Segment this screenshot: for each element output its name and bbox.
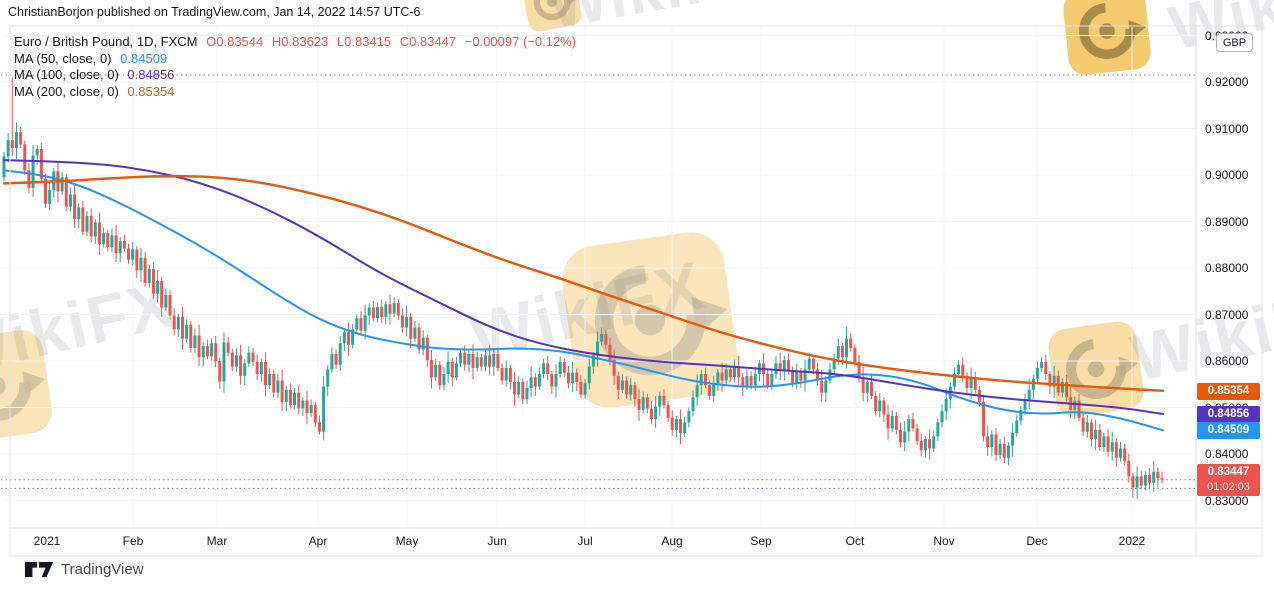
price-tick-label: 0.89000 (1205, 214, 1249, 229)
price-tick-label: 0.83000 (1205, 493, 1249, 508)
time-tick-label: 2021 (33, 534, 61, 548)
time-tick-label: May (395, 534, 419, 548)
price-tick-label: 0.90000 (1205, 168, 1249, 182)
price-tick-label: 0.88000 (1205, 261, 1249, 275)
ma-price-badge: 0.84856 (1197, 405, 1260, 423)
price-tick-label: 0.92000 (1205, 75, 1249, 89)
ma-price-badge: 0.85354 (1197, 382, 1260, 400)
time-tick-label: Feb (122, 534, 144, 548)
time-tick-label: Aug (661, 534, 683, 548)
tradingview-brand-text: TradingView (61, 561, 144, 578)
price-tick-label: 0.91000 (1205, 121, 1249, 136)
last-price-badge: 0.83447 01:02:03 (1197, 463, 1260, 496)
time-tick-label: Sep (750, 534, 772, 548)
time-tick-label: Nov (933, 534, 955, 548)
ma-line (2, 174, 1165, 392)
tradingview-logo-icon (24, 562, 54, 577)
price-tick-label: 0.86000 (1205, 354, 1249, 368)
countdown-timer: 01:02:03 (1207, 480, 1250, 493)
time-tick-label: Dec (1026, 534, 1048, 548)
time-tick-label: Mar (206, 534, 228, 548)
ma-price-badge: 0.84509 (1197, 421, 1260, 439)
time-tick-label: Jun (487, 534, 507, 548)
time-tick-label: Apr (308, 534, 328, 548)
currency-toggle-button[interactable]: GBP (1216, 33, 1253, 52)
time-tick-label: 2022 (1118, 534, 1146, 548)
price-tick-label: 0.84000 (1205, 447, 1249, 461)
ma-line (3, 169, 1164, 432)
candlestick-series (2, 77, 1164, 499)
time-tick-label: Jul (577, 534, 593, 548)
tradingview-attribution[interactable]: TradingView (24, 560, 144, 579)
price-tick-label: 0.87000 (1205, 307, 1249, 322)
time-tick-label: Oct (845, 534, 865, 548)
